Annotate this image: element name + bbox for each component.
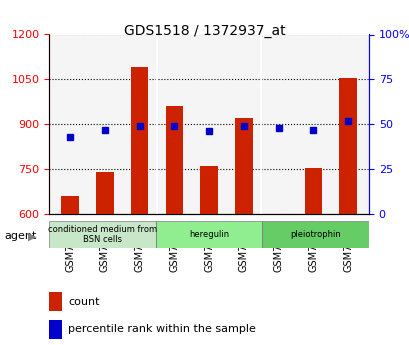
Bar bbox=[235, 118, 252, 214]
Bar bbox=[61, 196, 79, 214]
Bar bbox=[49, 292, 62, 311]
FancyBboxPatch shape bbox=[262, 221, 368, 248]
Text: agent: agent bbox=[4, 231, 36, 241]
Bar bbox=[165, 106, 182, 214]
Bar bbox=[339, 78, 356, 214]
FancyBboxPatch shape bbox=[49, 221, 155, 248]
Text: count: count bbox=[68, 297, 100, 306]
Text: ▶: ▶ bbox=[28, 231, 37, 241]
Text: percentile rank within the sample: percentile rank within the sample bbox=[68, 325, 256, 334]
FancyBboxPatch shape bbox=[155, 221, 262, 248]
Bar bbox=[49, 320, 62, 339]
Bar bbox=[96, 172, 113, 214]
Text: pleiotrophin: pleiotrophin bbox=[290, 230, 340, 239]
Bar bbox=[304, 168, 321, 214]
Text: conditioned medium from
BSN cells: conditioned medium from BSN cells bbox=[48, 225, 157, 244]
Bar bbox=[130, 67, 148, 214]
Text: heregulin: heregulin bbox=[189, 230, 229, 239]
Text: GDS1518 / 1372937_at: GDS1518 / 1372937_at bbox=[124, 24, 285, 38]
Bar bbox=[200, 166, 217, 214]
